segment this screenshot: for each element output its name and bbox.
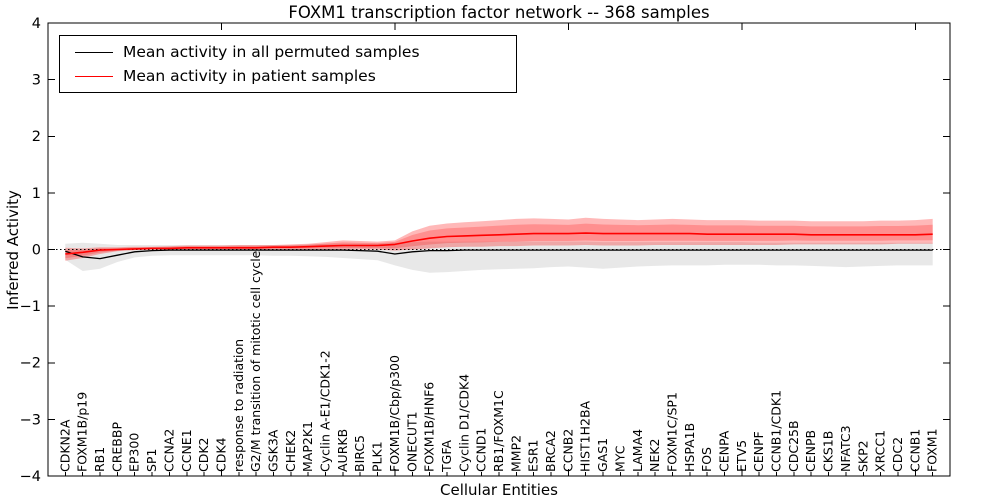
x-tick-label: CDC25B — [786, 420, 801, 472]
x-tick-label: NFATC3 — [838, 425, 853, 472]
y-tick-label: 3 — [32, 73, 41, 89]
y-tick-label: 2 — [32, 129, 41, 145]
x-tick-label: CDK4 — [214, 437, 229, 472]
permuted-mean-line — [65, 249, 933, 260]
x-tick-label: FOXM1B/HNF6 — [422, 382, 437, 472]
x-tick-label: FOXM1C/SP1 — [665, 392, 680, 472]
black-line-swatch — [75, 51, 113, 53]
red-line-swatch — [75, 75, 113, 77]
x-tick-label: BIRC5 — [352, 435, 367, 472]
x-tick-label: ETV5 — [734, 440, 749, 472]
x-tick-label: HSPA1B — [682, 423, 697, 472]
y-tick-label: −3 — [20, 412, 41, 428]
patient-band-inner — [65, 223, 933, 259]
x-tick-label: CCNB1 — [907, 429, 922, 472]
x-tick-label: CENPF — [751, 431, 766, 472]
y-tick-label: −1 — [20, 299, 41, 315]
x-tick-label: ONECUT1 — [404, 411, 419, 472]
y-tick-label: 0 — [32, 242, 41, 258]
x-tick-label: FOXM1 — [925, 428, 940, 472]
x-tick-label: CENPB — [803, 430, 818, 472]
x-tick-label: AURKB — [335, 429, 350, 472]
x-tick-label: CDKN2A — [57, 419, 72, 472]
x-tick-label: CHEK2 — [283, 430, 298, 472]
patient-mean-line — [65, 232, 933, 255]
x-axis-label: Cellular Entities — [440, 481, 558, 499]
x-tick-label: CDC2 — [890, 437, 905, 472]
x-tick-label: XRCC1 — [873, 430, 888, 472]
x-tick-label: MYC — [612, 445, 627, 472]
patient-band-outer — [65, 217, 933, 261]
x-tick-label: LAMA4 — [630, 429, 645, 472]
y-tick-label: 1 — [32, 186, 41, 202]
y-tick-label: −2 — [20, 356, 41, 372]
x-tick-label: SP1 — [144, 449, 159, 472]
x-tick-label: GAS1 — [595, 438, 610, 472]
x-tick-label: CCND1 — [474, 428, 489, 472]
y-tick-label: 4 — [32, 16, 41, 32]
x-tick-label: BRCA2 — [543, 430, 558, 472]
x-tick-label: TGFA — [439, 440, 454, 473]
x-tick-label: RB1/FOXM1C — [491, 390, 506, 472]
legend-label: Mean activity in patient samples — [123, 67, 376, 85]
x-tick-label: GSK3A — [266, 429, 281, 472]
legend-label: Mean activity in all permuted samples — [123, 43, 420, 61]
permuted-band — [65, 241, 933, 273]
x-tick-label: CCNB2 — [560, 429, 575, 472]
x-tick-label: CCNA2 — [161, 429, 176, 472]
x-tick-label: FOXM1B/Cbp/p300 — [387, 355, 402, 472]
x-tick-label: CDK2 — [196, 437, 211, 472]
x-tick-label: CENPA — [717, 430, 732, 472]
x-tick-label: response to radiation — [231, 339, 246, 472]
x-tick-label: MMP2 — [508, 435, 523, 472]
x-tick-label: CKS1B — [821, 431, 836, 472]
x-tick-label: NEK2 — [647, 439, 662, 472]
x-tick-label: CCNB1/CDK1 — [769, 390, 784, 472]
x-tick-label: G2/M transition of mitotic cell cycle — [248, 250, 263, 472]
x-tick-label: FOS — [699, 447, 714, 472]
legend-item-permuted: Mean activity in all permuted samples — [75, 43, 516, 61]
x-tick-label: RB1 — [92, 447, 107, 472]
x-tick-label: MAP2K1 — [300, 421, 315, 472]
legend-item-patient: Mean activity in patient samples — [75, 67, 516, 85]
x-tick-label: PLK1 — [370, 441, 385, 472]
x-tick-label: Cyclin A-E1/CDK1-2 — [318, 350, 333, 472]
x-tick-label: CREBBP — [109, 422, 124, 472]
x-tick-label: EP300 — [127, 433, 142, 472]
x-tick-label: ESR1 — [526, 440, 541, 472]
legend: Mean activity in all permuted samples Me… — [59, 35, 517, 93]
y-tick-label: −4 — [20, 469, 41, 485]
x-tick-label: Cyclin D1/CDK4 — [456, 374, 471, 472]
x-tick-label: FOXM1B/p19 — [75, 392, 90, 472]
x-tick-label: CCNE1 — [179, 429, 194, 472]
x-tick-label: HIST1H2BA — [578, 400, 593, 472]
chart-title: FOXM1 transcription factor network -- 36… — [288, 3, 710, 22]
x-tick-label: SKP2 — [855, 440, 870, 472]
